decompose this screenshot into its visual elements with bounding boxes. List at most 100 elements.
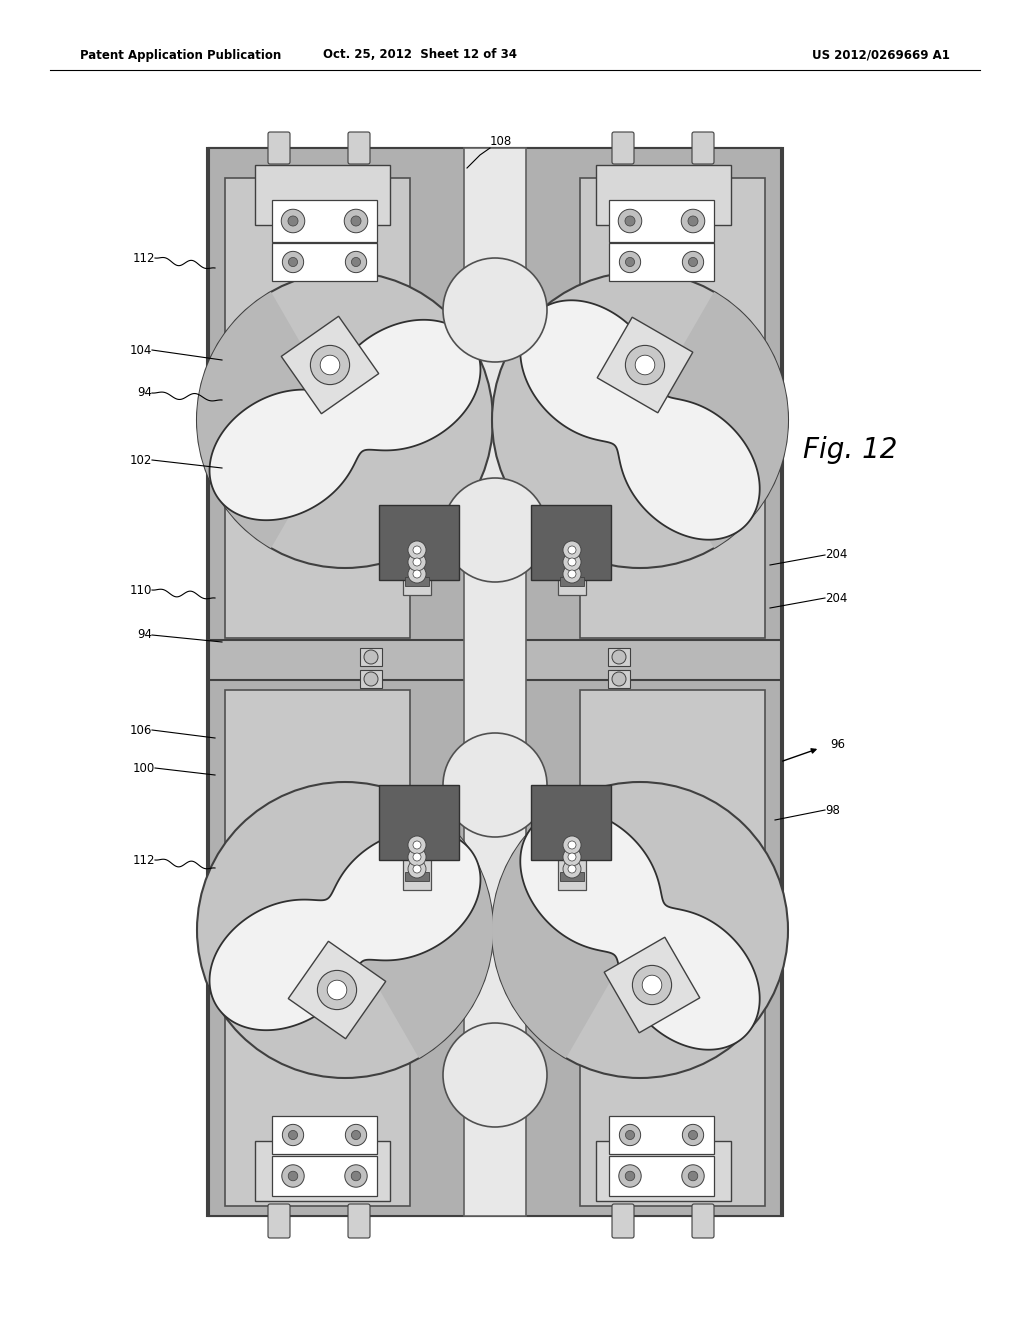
Circle shape	[288, 1171, 298, 1181]
FancyBboxPatch shape	[612, 1204, 634, 1238]
Circle shape	[682, 1164, 705, 1187]
Bar	[609, 1156, 714, 1196]
Circle shape	[328, 981, 347, 999]
Bar	[225, 178, 410, 638]
Circle shape	[345, 1125, 367, 1146]
Circle shape	[492, 781, 788, 1078]
Circle shape	[443, 257, 547, 362]
Text: 102: 102	[130, 454, 152, 466]
Text: 104: 104	[130, 343, 152, 356]
Circle shape	[626, 1171, 635, 1181]
Circle shape	[625, 216, 635, 226]
FancyBboxPatch shape	[692, 132, 714, 164]
Circle shape	[345, 251, 367, 273]
Polygon shape	[197, 292, 345, 548]
Bar	[609, 201, 714, 242]
Bar	[406, 577, 429, 586]
Circle shape	[681, 210, 705, 232]
Circle shape	[443, 478, 547, 582]
Circle shape	[288, 216, 298, 226]
Text: Oct. 25, 2012  Sheet 12 of 34: Oct. 25, 2012 Sheet 12 of 34	[323, 49, 517, 62]
Circle shape	[563, 565, 581, 583]
Circle shape	[310, 346, 349, 384]
Bar	[558, 535, 586, 595]
Bar	[209, 148, 781, 648]
Circle shape	[413, 546, 421, 554]
Bar	[560, 873, 584, 880]
Circle shape	[568, 853, 575, 861]
FancyBboxPatch shape	[612, 132, 634, 164]
Circle shape	[618, 1164, 641, 1187]
Bar	[580, 690, 765, 1206]
Circle shape	[344, 210, 368, 232]
Bar	[255, 1140, 390, 1201]
Circle shape	[563, 847, 581, 866]
Circle shape	[413, 558, 421, 566]
Bar	[580, 178, 765, 638]
Text: 96: 96	[830, 738, 845, 751]
Text: 106: 106	[130, 723, 152, 737]
Circle shape	[413, 865, 421, 873]
Bar	[272, 201, 377, 242]
Circle shape	[492, 272, 788, 568]
Polygon shape	[492, 801, 640, 1059]
Circle shape	[351, 216, 361, 226]
Circle shape	[568, 558, 575, 566]
Bar	[379, 785, 459, 861]
Circle shape	[413, 570, 421, 578]
Circle shape	[568, 841, 575, 849]
Polygon shape	[345, 801, 493, 1059]
Circle shape	[563, 553, 581, 572]
FancyBboxPatch shape	[268, 1204, 290, 1238]
Text: 112: 112	[132, 252, 155, 264]
Bar	[272, 1156, 377, 1196]
Circle shape	[633, 965, 672, 1005]
Circle shape	[688, 1171, 697, 1181]
Circle shape	[682, 251, 703, 273]
Polygon shape	[520, 810, 760, 1049]
Circle shape	[364, 649, 378, 664]
Circle shape	[568, 546, 575, 554]
Bar	[531, 506, 611, 579]
FancyBboxPatch shape	[268, 132, 290, 164]
Bar	[209, 680, 781, 1216]
Circle shape	[568, 570, 575, 578]
FancyBboxPatch shape	[348, 132, 370, 164]
Bar	[403, 535, 431, 595]
Text: US 2012/0269669 A1: US 2012/0269669 A1	[812, 49, 950, 62]
Circle shape	[620, 251, 641, 273]
Bar	[403, 830, 431, 890]
Bar	[360, 648, 382, 667]
Circle shape	[345, 1164, 368, 1187]
Polygon shape	[597, 317, 693, 413]
Circle shape	[620, 1125, 641, 1146]
Polygon shape	[282, 317, 379, 413]
Bar	[406, 873, 429, 880]
Text: 98: 98	[825, 804, 840, 817]
Bar	[608, 648, 630, 667]
Circle shape	[408, 861, 426, 878]
Circle shape	[563, 541, 581, 558]
Text: Fig. 12: Fig. 12	[803, 436, 897, 465]
Circle shape	[364, 672, 378, 686]
Text: 204: 204	[825, 591, 848, 605]
FancyBboxPatch shape	[692, 1204, 714, 1238]
Circle shape	[612, 649, 626, 664]
Circle shape	[408, 836, 426, 854]
Polygon shape	[520, 301, 760, 540]
Circle shape	[626, 346, 665, 384]
Polygon shape	[210, 319, 480, 520]
Circle shape	[688, 1130, 697, 1139]
Text: 108: 108	[490, 135, 512, 148]
Bar	[379, 506, 459, 579]
Circle shape	[282, 1164, 304, 1187]
Bar	[560, 577, 584, 586]
Bar	[272, 1115, 377, 1154]
Circle shape	[197, 781, 493, 1078]
Circle shape	[289, 1130, 298, 1139]
Circle shape	[351, 257, 360, 267]
Circle shape	[626, 1130, 635, 1139]
Polygon shape	[288, 941, 386, 1039]
Text: 94: 94	[137, 387, 152, 400]
Text: 112: 112	[132, 854, 155, 866]
